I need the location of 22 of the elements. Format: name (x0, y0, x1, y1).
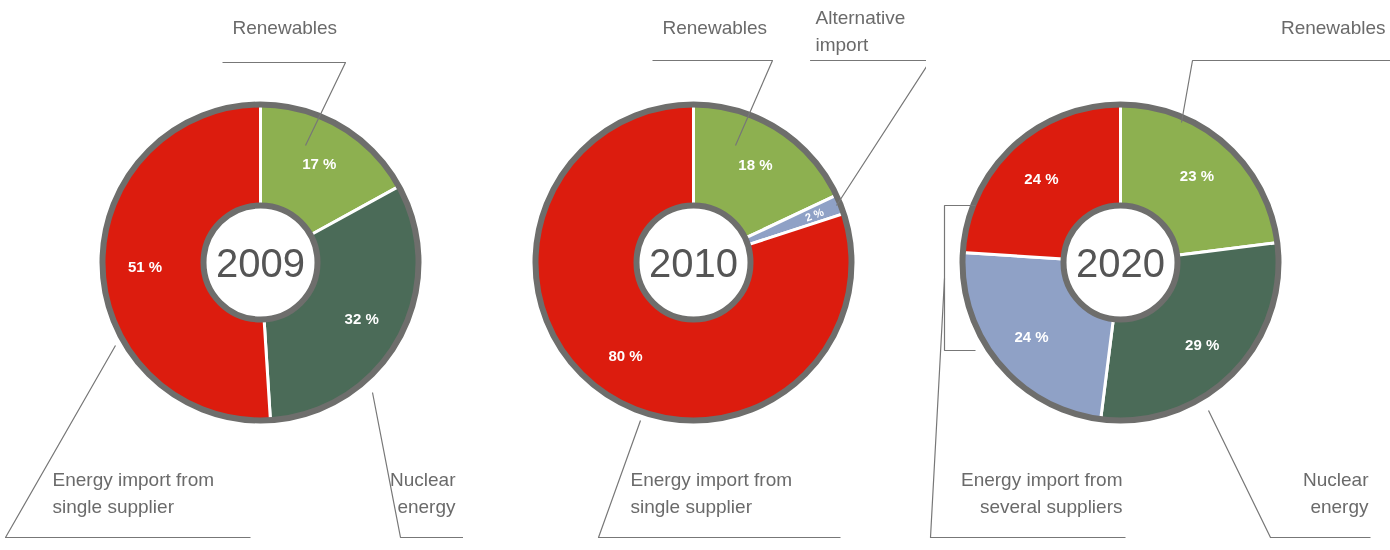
data-label: 2 % (803, 205, 826, 224)
slice-label: Energy import from several suppliers (960, 468, 1123, 517)
data-label: 80 % (608, 347, 643, 365)
slice-label: Energy import from single supplier (52, 468, 215, 517)
text: 2020 (1076, 240, 1165, 285)
data-label: 18 % (738, 156, 773, 174)
data-label: 24 % (1014, 327, 1049, 345)
slice-label: Alternative import (815, 6, 906, 55)
slice-label: Nuclear energy (390, 468, 457, 517)
data-label: 17 % (302, 154, 337, 172)
slice-label: Renewables (662, 16, 768, 38)
data-label: 24 % (1024, 169, 1059, 187)
slice-label: Nuclear energy (1303, 468, 1370, 517)
data-label: 32 % (344, 309, 379, 327)
text: 2009 (216, 240, 305, 285)
slice-label: Renewables (1280, 16, 1386, 38)
data-label: 51 % (127, 257, 163, 275)
slice-label: Renewables (232, 16, 338, 38)
text: 2010 (649, 240, 738, 285)
data-label: 29 % (1185, 335, 1220, 353)
slice-label: Energy import from single supplier (630, 468, 793, 517)
data-label: 23 % (1179, 167, 1214, 185)
